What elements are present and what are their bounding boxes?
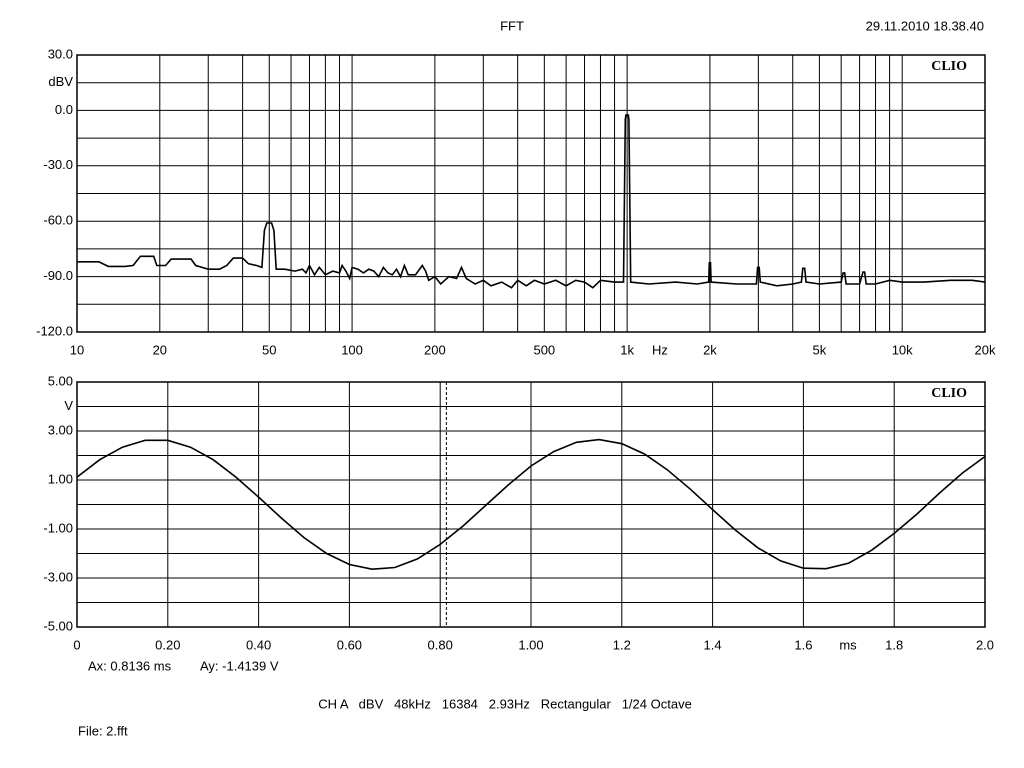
x-unit: Hz (652, 342, 668, 357)
y-unit: V (64, 398, 73, 413)
y-tick-label: -3.00 (43, 569, 73, 584)
file-name: File: 2.fft (78, 723, 128, 738)
brand: CLIO (931, 386, 967, 401)
x-tick-label: 20k (975, 342, 996, 357)
x-tick-label: 500 (533, 342, 555, 357)
cursor-y: Ay: -1.4139 V (200, 658, 279, 673)
x-unit: ms (839, 637, 857, 652)
y-tick-label: -1.00 (43, 520, 73, 535)
x-tick-label: 2.0 (976, 637, 994, 652)
plot-frame (76, 381, 986, 628)
x-tick-label: 20 (153, 342, 167, 357)
y-unit: dBV (48, 74, 73, 89)
y-tick-label: 30.0 (48, 46, 73, 61)
plot-frame (76, 54, 986, 333)
date: 29.11.2010 18.38.40 (866, 18, 984, 33)
x-tick-label: 10k (892, 342, 913, 357)
cursor-x: Ax: 0.8136 ms (88, 658, 172, 673)
y-tick-label: -90.0 (43, 268, 73, 283)
brand: CLIO (931, 59, 967, 74)
title: FFT (500, 18, 524, 33)
x-tick-label: 0.20 (155, 637, 180, 652)
y-tick-label: 3.00 (48, 422, 73, 437)
y-tick-label: 0.0 (55, 102, 73, 117)
x-tick-label: 2k (703, 342, 717, 357)
x-tick-label: 1.8 (885, 637, 903, 652)
x-tick-label: 1.2 (613, 637, 631, 652)
y-tick-label: -5.00 (43, 618, 73, 633)
y-tick-label: -60.0 (43, 213, 73, 228)
x-tick-label: 0.40 (246, 637, 271, 652)
y-tick-label: 1.00 (48, 471, 73, 486)
x-tick-label: 50 (262, 342, 276, 357)
x-tick-label: 0.60 (337, 637, 362, 652)
trace (77, 114, 986, 289)
x-tick-label: 1.00 (518, 637, 543, 652)
trace (76, 438, 986, 571)
x-tick-label: 0 (73, 637, 80, 652)
x-tick-label: 10 (70, 342, 84, 357)
x-tick-label: 100 (341, 342, 363, 357)
x-tick-label: 5k (813, 342, 827, 357)
y-tick-label: 5.00 (48, 373, 73, 388)
x-tick-label: 0.80 (428, 637, 453, 652)
x-tick-label: 200 (424, 342, 446, 357)
y-tick-label: -120.0 (36, 323, 73, 338)
x-tick-label: 1.6 (794, 637, 812, 652)
x-tick-label: 1.4 (704, 637, 722, 652)
y-tick-label: -30.0 (43, 157, 73, 172)
x-tick-label: 1k (620, 342, 634, 357)
settings: CH A dBV 48kHz 16384 2.93Hz Rectangular … (318, 696, 692, 711)
